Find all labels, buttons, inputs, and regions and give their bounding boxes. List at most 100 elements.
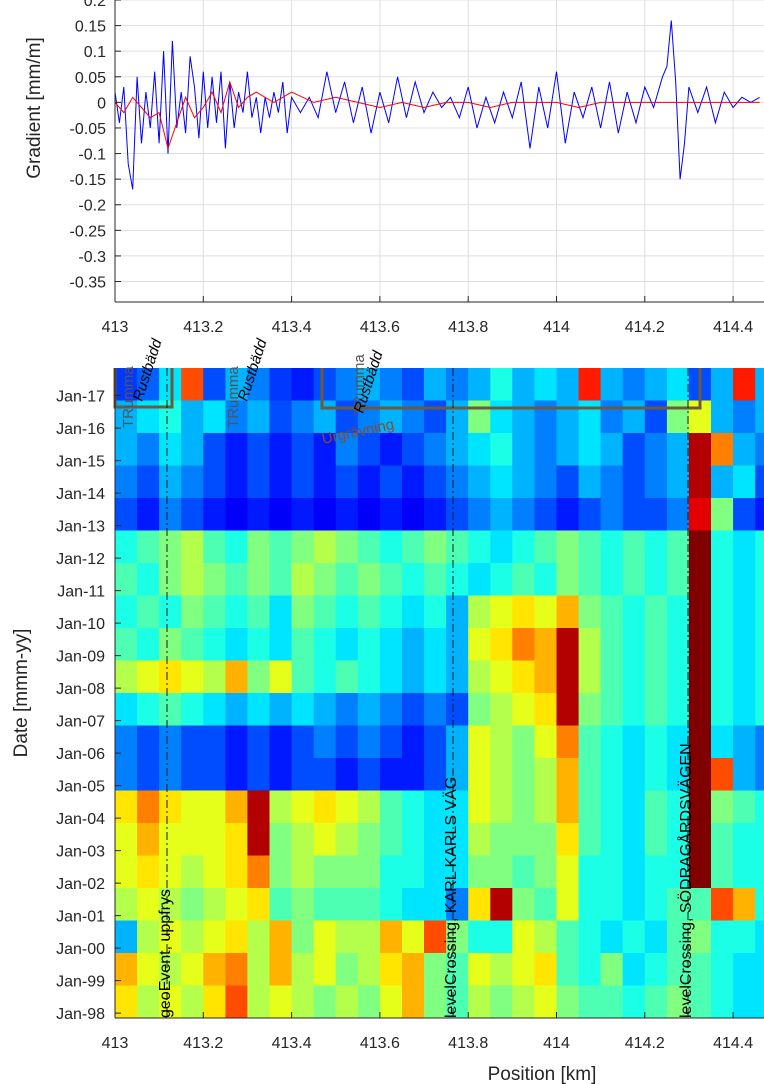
heatmap-cell [644, 595, 668, 629]
heatmap-cell [159, 530, 182, 564]
heatmap-cell [159, 595, 182, 629]
heatmap-cell [446, 920, 469, 954]
heatmap-cell [490, 595, 513, 629]
heatmap-cell [711, 530, 734, 564]
heatmap-cell [424, 498, 447, 531]
heatmap-cell [291, 433, 315, 466]
heatmap-cell [622, 530, 646, 564]
gradient-y-tick-label: -0.15 [70, 172, 107, 189]
heatmap-cell [402, 725, 425, 759]
heatmap-y-tick-label: Jan-14 [56, 486, 105, 503]
heatmap-cell [115, 888, 138, 921]
gradient-x-tick-label: 413 [102, 319, 129, 336]
heatmap-cell [556, 888, 580, 921]
heatmap-cell [622, 628, 646, 661]
heatmap-cell [357, 563, 381, 596]
heatmap-cell [225, 400, 248, 434]
heatmap-cell [733, 498, 756, 531]
heatmap-cell [688, 855, 712, 889]
heatmap-cell [600, 660, 624, 694]
heatmap-cell [335, 368, 359, 401]
heatmap-cell [137, 563, 160, 596]
heatmap-cell [446, 400, 469, 434]
heatmap-cell [269, 823, 293, 856]
heatmap-cell [402, 758, 425, 791]
heatmap-cell [137, 985, 160, 1019]
heatmap-cell [247, 628, 270, 661]
heatmap-cell [335, 855, 359, 889]
heatmap-cell [269, 693, 293, 726]
heatmap-cell [622, 758, 646, 791]
heatmap-cell [556, 920, 580, 954]
heatmap-cell [666, 433, 690, 466]
heatmap-cell [269, 498, 293, 531]
heatmap-cell [225, 888, 248, 921]
heatmap-cell [247, 368, 270, 401]
heatmap-cell [115, 628, 138, 661]
heatmap-cell [600, 498, 624, 531]
heatmap-cell [534, 758, 557, 791]
heatmap-cell [137, 628, 160, 661]
heatmap-cell [203, 530, 226, 564]
heatmap-cell [247, 985, 270, 1019]
heatmap-cell [644, 465, 668, 499]
heatmap-cell [291, 628, 315, 661]
heatmap-cell [424, 790, 447, 824]
heatmap-cell [622, 920, 646, 954]
heatmap-cell [203, 465, 226, 499]
heatmap-cell [269, 368, 293, 401]
heatmap-cell [115, 660, 138, 694]
heatmap-cell [402, 530, 425, 564]
heatmap-cell [203, 725, 226, 759]
heatmap-cell [644, 953, 668, 986]
heatmap-cell [666, 823, 690, 856]
heatmap-cell [137, 953, 160, 986]
heatmap-cell [534, 400, 557, 434]
heatmap-cell [622, 368, 646, 401]
heatmap-cell [468, 530, 491, 564]
heatmap-cell [644, 758, 668, 791]
heatmap-cell [556, 758, 580, 791]
heatmap-cell [600, 758, 624, 791]
heatmap-cell [269, 985, 293, 1019]
heatmap-cell [159, 628, 182, 661]
heatmap-cell [688, 465, 712, 499]
heatmap-cell [600, 693, 624, 726]
heatmap-y-tick-label: Jan-05 [56, 779, 105, 796]
heatmap-cell [424, 628, 447, 661]
heatmap-cell [379, 985, 403, 1019]
heatmap-cell [379, 758, 403, 791]
heatmap-cell [468, 368, 491, 401]
heatmap-cell [269, 400, 293, 434]
gradient-y-tick-label: 0.15 [75, 19, 106, 36]
heatmap-cell [247, 888, 270, 921]
heatmap-x-ticks: 413 413.2 413.4 413.6 413.8 414 414.2 414.4 [102, 1012, 753, 1052]
heatmap-cell [203, 855, 226, 889]
heatmap-cell [402, 465, 425, 499]
heatmap-cell [512, 433, 535, 466]
heatmap-cell [733, 693, 756, 726]
heatmap-cell [512, 888, 535, 921]
heatmap-cell [181, 790, 204, 824]
heatmap-cell [666, 595, 690, 629]
heatmap-cell [181, 985, 204, 1019]
heatmap-cell [600, 888, 624, 921]
heatmap-cell [159, 433, 182, 466]
heatmap-cell [512, 953, 535, 986]
heatmap-cell [755, 368, 764, 401]
heatmap-cell [313, 433, 337, 466]
heatmap-cell [711, 465, 734, 499]
heatmap-cell [512, 563, 535, 596]
heatmap-cell [446, 985, 469, 1019]
heatmap-cell [291, 465, 315, 499]
heatmap-cell [159, 465, 182, 499]
heatmap-cell [490, 465, 513, 499]
heatmap-cell [490, 693, 513, 726]
heatmap-cell [578, 498, 602, 531]
heatmap-cell [137, 758, 160, 791]
heatmap-cell [379, 953, 403, 986]
heatmap-cell [666, 790, 690, 824]
heatmap-cell [357, 725, 381, 759]
heatmap-cell [357, 595, 381, 629]
heatmap-cell [733, 920, 756, 954]
